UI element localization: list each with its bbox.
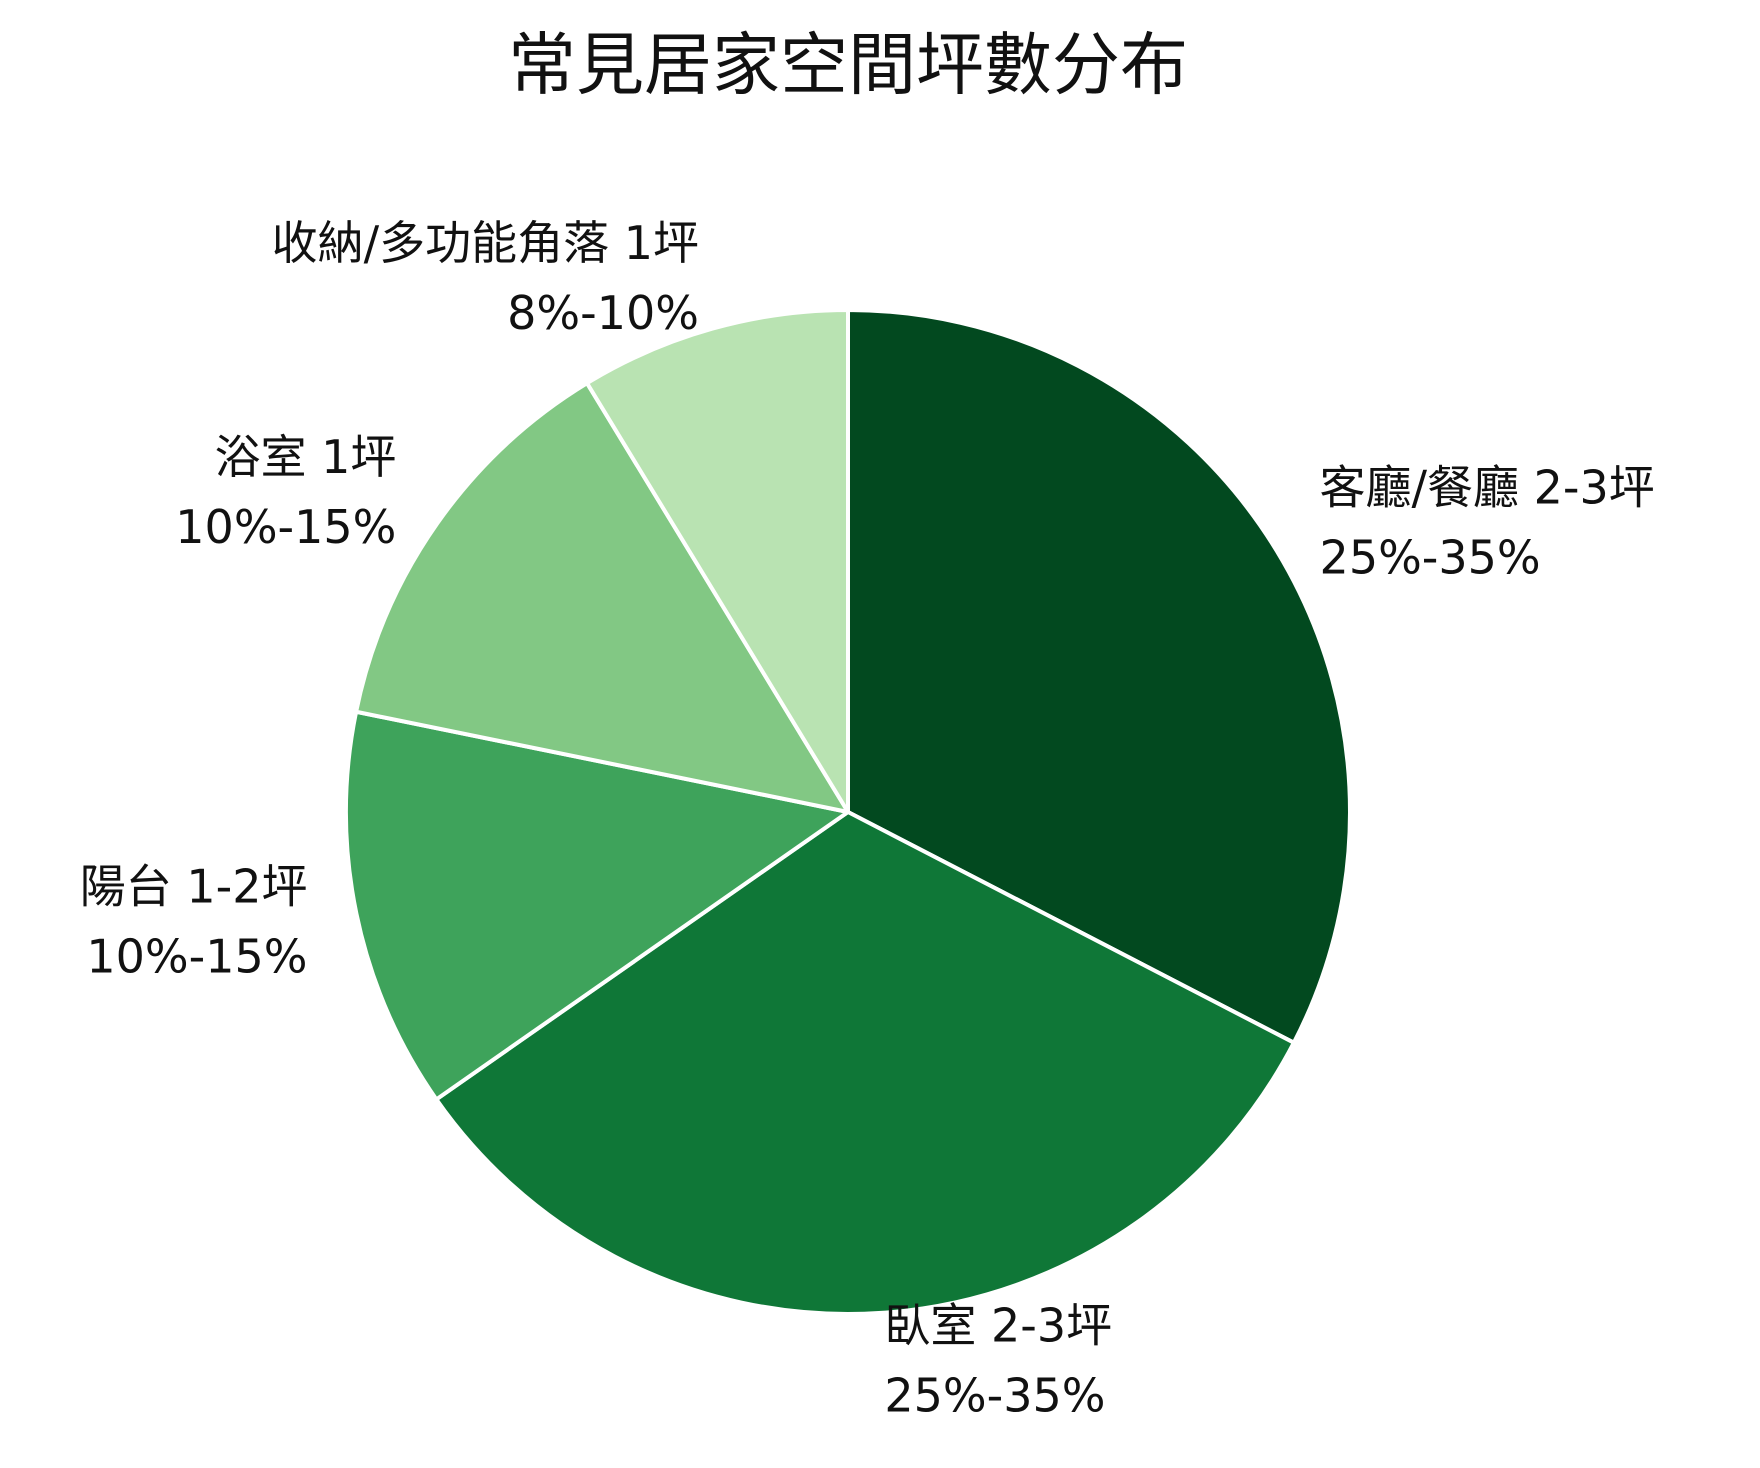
slice-label: 臥室 2-3坪 [884,1298,1112,1352]
slice-range: 25%-35% [1320,531,1541,585]
slice-range: 10%-15% [86,929,307,983]
pie-slice [434,810,1296,1316]
slice-range: 25%-35% [884,1368,1105,1422]
slice-range: 8%-10% [507,286,699,340]
pie-slice [344,709,850,1102]
pie-slice [354,381,850,814]
slice-label: 陽台 1-2坪 [80,859,308,913]
slice-label: 客廳/餐廳 2-3坪 [1320,461,1655,515]
chart-title: 常見居家空間坪數分布 [508,27,1188,106]
pie-slice [846,308,1352,1045]
slice-label: 收納/多功能角落 1坪 [272,216,699,270]
pie-slice [585,308,850,814]
slice-label: 浴室 1坪 [214,430,396,484]
slice-range: 10%-15% [175,500,396,554]
